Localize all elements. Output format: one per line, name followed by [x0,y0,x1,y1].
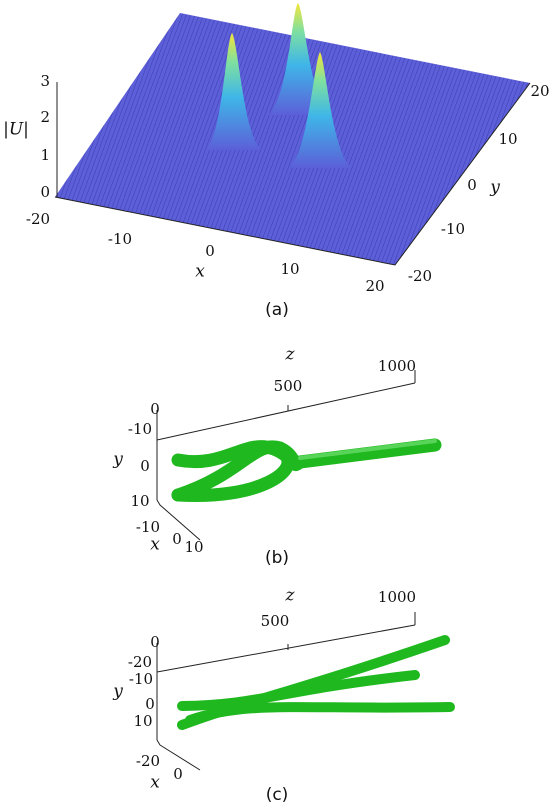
tube [177,670,420,711]
caption: (c) [266,785,289,805]
axis-label: y [112,450,123,470]
axis-label: |U| [3,120,29,140]
surface [55,13,530,265]
axis-label: x [150,535,160,555]
tick-label: 0 [40,183,50,201]
axis-label: z [285,586,296,606]
peak [205,33,262,150]
tick-label: 10 [498,130,517,148]
peak [288,52,352,168]
tick-label: 20 [530,82,549,100]
tick-label: -20 [128,653,152,671]
tick-label: 10 [280,260,299,278]
tube [185,702,455,725]
tick-label: 10 [130,492,149,510]
tick-label: 10 [133,712,152,730]
tick-label: -10 [136,518,160,536]
tick-label: 3 [40,72,50,90]
panel-b: z 500 1000 0 -10 0 10 y -10 0 10 x (b) [112,345,442,568]
panel-c: z 500 1000 0 -20 -10 0 10 y -20 0 x (c) [112,586,455,805]
tick-label: -10 [128,420,152,438]
tick-label: 500 [274,377,303,395]
axis-label: x [195,262,205,282]
tick-label: 0 [173,765,183,783]
tick-label: 2 [40,108,50,126]
axis-label: z [285,345,296,365]
tick-label: 0 [145,695,155,713]
tick-label: 0 [467,176,477,194]
tick-label: -20 [408,267,432,285]
axis-label: y [112,682,123,702]
axis [156,370,416,541]
tick-label: -10 [129,670,153,688]
panel-a: 3 2 1 0 |U| -20 -10 0 10 20 x -20 -10 0 … [3,3,550,320]
tick-label: 0 [172,530,182,548]
caption: (a) [265,300,289,320]
tick-label: 10 [184,538,203,556]
tick-label: -20 [26,210,50,228]
tick-label: 0 [205,242,215,260]
tick-label: 500 [261,612,290,630]
tick-label: -20 [136,752,160,770]
tick-label: 1000 [378,357,416,375]
tick-label: 1000 [378,588,416,606]
tick-label: -10 [441,220,465,238]
axis [54,82,531,266]
tube [171,438,442,502]
axis-label: x [150,773,160,793]
tick-label: -10 [108,230,132,248]
tick-label: 0 [150,633,160,651]
tick-label: 1 [40,146,50,164]
tick-label: 20 [365,277,384,295]
tick-label: 0 [150,400,160,418]
axis-label: y [489,178,500,198]
tick-label: 0 [140,457,150,475]
tube-highlight [298,439,437,460]
axis [156,612,416,771]
caption: (b) [265,548,289,568]
